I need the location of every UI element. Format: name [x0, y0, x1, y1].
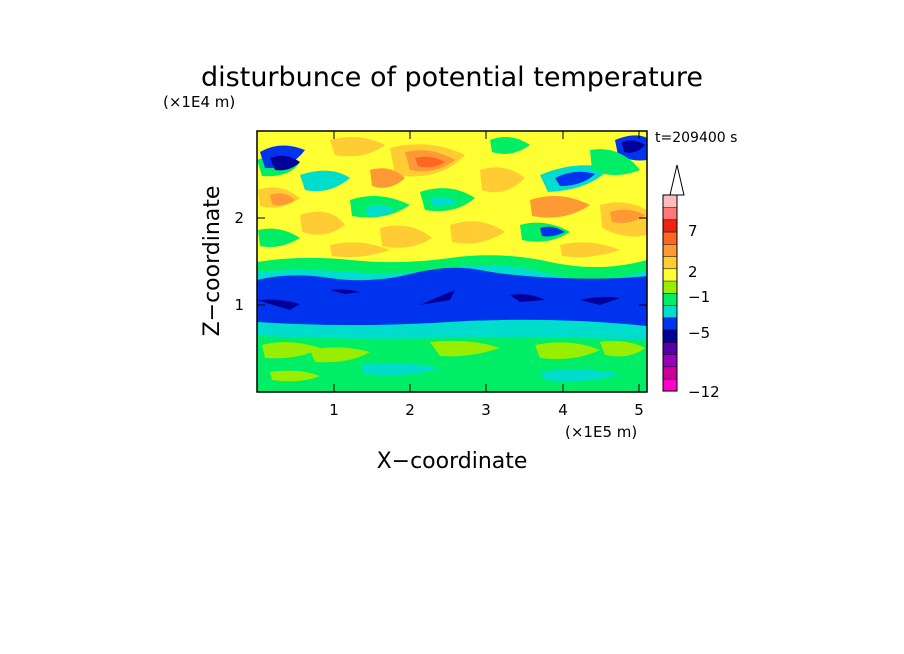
colorbar-cell	[662, 219, 678, 233]
colorbar-cell	[662, 366, 678, 380]
colorbar-cell	[662, 317, 678, 331]
colorbar-cell	[662, 194, 678, 208]
y-axis-label: Z−coordinate	[200, 186, 225, 337]
colorbar-cell	[662, 207, 678, 221]
colorbar-cell	[662, 378, 678, 392]
y-tick-label: 1	[234, 296, 244, 314]
colorbar-tick-label: 2	[688, 263, 698, 281]
colorbar	[662, 164, 685, 392]
colorbar-cell	[662, 268, 678, 282]
x-tick-label: 1	[329, 401, 339, 419]
plot-area	[257, 131, 647, 392]
colorbar-cell	[662, 243, 678, 257]
time-label: t=209400 s	[655, 130, 737, 146]
y-unit-label: (×1E4 m)	[163, 93, 235, 111]
colorbar-cell	[662, 341, 678, 355]
colorbar-cell	[662, 329, 678, 343]
colorbar-extend-arrow	[669, 164, 685, 196]
y-tick-label: 2	[234, 209, 244, 227]
colorbar-tick-label: −1	[688, 288, 710, 306]
x-tick-label: 5	[634, 401, 644, 419]
colorbar-cell	[662, 354, 678, 368]
colorbar-cell	[662, 280, 678, 294]
colorbar-cell	[662, 305, 678, 319]
x-unit-label: (×1E5 m)	[565, 423, 637, 441]
x-axis-label: X−coordinate	[377, 449, 528, 474]
colorbar-cell	[662, 292, 678, 306]
chart-title: disturbunce of potential temperature	[201, 62, 703, 93]
x-tick-label: 3	[481, 401, 491, 419]
colorbar-cell	[662, 231, 678, 245]
x-tick-label: 2	[405, 401, 415, 419]
colorbar-tick-label: −12	[688, 383, 720, 401]
colorbar-cell	[662, 256, 678, 270]
plot-frame	[256, 130, 648, 393]
colorbar-tick-label: 7	[688, 222, 698, 240]
colorbar-tick-label: −5	[688, 324, 710, 342]
x-tick-label: 4	[558, 401, 568, 419]
